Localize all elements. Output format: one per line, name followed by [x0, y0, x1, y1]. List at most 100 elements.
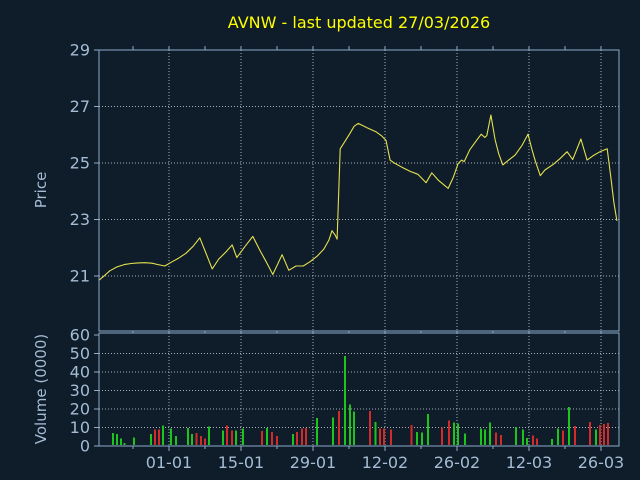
price-tick-label: 25 — [70, 153, 90, 172]
volume-bar — [242, 428, 245, 445]
volume-tick-label: 10 — [70, 418, 90, 437]
volume-bar — [111, 433, 114, 445]
volume-bar — [415, 431, 418, 445]
volume-bar — [186, 428, 189, 445]
date-tick-label: 01-01 — [146, 453, 193, 472]
volume-bar — [452, 422, 455, 445]
volume-bar — [551, 439, 554, 445]
volume-bar — [208, 426, 211, 445]
date-tick-label: 12-02 — [362, 453, 409, 472]
volume-bar — [234, 430, 237, 445]
volume-bar — [447, 420, 450, 445]
axis-ticks — [94, 46, 602, 451]
price-line — [98, 114, 618, 281]
date-tick-label: 29-01 — [290, 453, 337, 472]
volume-bar — [480, 428, 483, 445]
price-tick-label: 27 — [70, 97, 90, 116]
volume-bar — [132, 437, 135, 445]
volume-bar — [589, 421, 592, 445]
volume-bar — [427, 413, 430, 445]
volume-bar — [343, 356, 346, 445]
volume-bar — [483, 429, 486, 445]
volume-bar — [170, 428, 173, 445]
price-tick-label: 23 — [70, 210, 90, 229]
volume-bar — [488, 422, 491, 445]
volume-bar — [195, 433, 198, 445]
volume-bar — [161, 425, 164, 445]
volume-bar — [332, 417, 335, 445]
volume-panel-frame — [98, 332, 620, 447]
volume-bar — [573, 426, 576, 445]
volume-bar — [568, 407, 571, 445]
volume-bar — [353, 411, 356, 445]
volume-bar — [607, 422, 610, 445]
volume-bar — [120, 438, 123, 445]
volume-bar — [525, 438, 528, 445]
price-tick-label: 21 — [70, 266, 90, 285]
volume-bar — [382, 428, 385, 445]
plot-frames — [98, 49, 620, 447]
volume-bar — [561, 430, 564, 445]
volume-bar — [594, 429, 597, 445]
date-tick-label: 26-03 — [578, 453, 625, 472]
data-series — [98, 114, 618, 445]
volume-tick-label: 50 — [70, 344, 90, 363]
volume-bar — [500, 434, 503, 445]
volume-bar — [301, 428, 304, 445]
volume-bar — [515, 426, 518, 445]
volume-bar — [191, 434, 194, 445]
date-tick-label: 15-01 — [218, 453, 265, 472]
volume-bar — [266, 428, 269, 445]
volume-bar — [421, 432, 424, 445]
volume-bar — [598, 425, 601, 445]
volume-tick-label: 30 — [70, 381, 90, 400]
volume-bar — [221, 430, 224, 445]
volume-axis-label: Volume (0000) — [32, 334, 50, 444]
volume-bar — [231, 430, 234, 445]
volume-bar — [532, 435, 535, 445]
volume-bar — [369, 410, 372, 445]
price-tick-label: 29 — [70, 41, 90, 60]
volume-bar — [304, 428, 307, 445]
volume-bar — [374, 421, 377, 445]
volume-bar — [158, 429, 161, 445]
price-panel-frame — [98, 49, 620, 332]
volume-bar — [495, 432, 498, 445]
volume-tick-label: 40 — [70, 362, 90, 381]
volume-bar — [390, 429, 393, 445]
volume-bar — [316, 418, 319, 445]
volume-bar — [603, 423, 606, 445]
volume-tick-label: 20 — [70, 399, 90, 418]
gridlines — [99, 50, 619, 446]
volume-bar — [270, 431, 273, 445]
volume-bar — [556, 428, 559, 445]
volume-bar — [154, 429, 157, 445]
volume-bar — [378, 428, 381, 445]
volume-bar — [175, 435, 178, 445]
volume-bar — [348, 404, 351, 445]
volume-bar — [536, 438, 539, 445]
price-axis-label: Price — [32, 172, 50, 209]
volume-bar — [123, 443, 126, 445]
volume-bar — [464, 433, 467, 445]
volume-bar — [203, 438, 206, 445]
volume-bar — [275, 435, 278, 445]
volume-bar — [521, 429, 524, 445]
volume-tick-label: 0 — [80, 437, 90, 456]
date-tick-label: 12-03 — [506, 453, 553, 472]
chart-title: AVNW - last updated 27/03/2026 — [228, 13, 490, 32]
volume-tick-label: 60 — [70, 325, 90, 344]
volume-bar — [261, 431, 264, 445]
volume-bar — [457, 423, 460, 445]
volume-bar — [116, 434, 119, 445]
volume-bar — [291, 434, 294, 445]
volume-bar — [410, 425, 413, 445]
volume-bar — [149, 434, 152, 445]
volume-bar — [226, 425, 229, 445]
volume-bar — [338, 410, 341, 445]
volume-bar — [441, 427, 444, 445]
